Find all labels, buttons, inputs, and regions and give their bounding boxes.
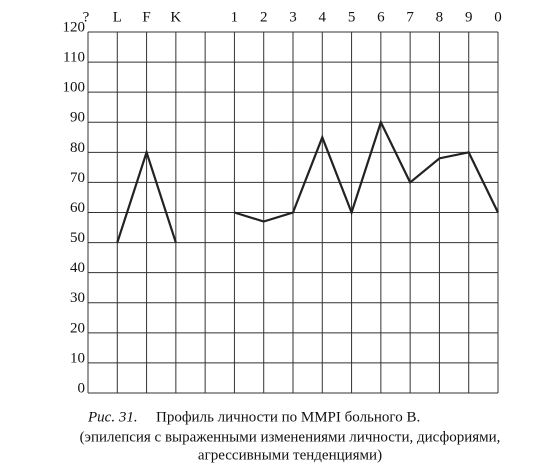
x-tick-label: F [142, 9, 150, 25]
y-tick-label: 90 [70, 110, 85, 126]
x-tick-label: 7 [406, 9, 414, 25]
y-tick-label: 10 [70, 350, 85, 366]
x-tick-label: 4 [319, 9, 327, 25]
chart-subtitle: (эпилепсия с выраженными изменениями лич… [80, 429, 501, 445]
y-tick-label: 30 [70, 290, 85, 306]
y-tick-label: 20 [70, 320, 85, 336]
chart-title: Профиль личности по MMPI больного В. [156, 409, 420, 425]
x-tick-label: 0 [494, 9, 502, 25]
x-tick-label: 9 [465, 9, 473, 25]
x-tick-label: 6 [377, 9, 385, 25]
x-tick-label: 1 [231, 9, 239, 25]
x-tick-label: L [113, 9, 122, 25]
y-tick-label: 60 [70, 200, 85, 216]
x-tick-label: K [170, 9, 181, 25]
x-tick-label: 5 [348, 9, 356, 25]
y-tick-label: 70 [70, 170, 85, 186]
y-tick-label: 50 [70, 230, 85, 246]
y-tick-label: 80 [70, 140, 85, 156]
x-tick-label: 3 [289, 9, 297, 25]
x-tick-label: ? [83, 9, 90, 25]
figure-label: Рис. 31. [87, 409, 138, 425]
y-tick-label: 0 [78, 380, 86, 396]
y-tick-label: 120 [63, 19, 86, 35]
y-tick-label: 110 [63, 50, 85, 66]
x-tick-label: 8 [436, 9, 444, 25]
x-tick-label: 2 [260, 9, 268, 25]
profile-line [116, 119, 499, 243]
chart-subtitle: агрессивными тенденциями) [198, 447, 382, 463]
y-tick-label: 100 [63, 80, 86, 96]
y-tick-label: 40 [70, 260, 85, 276]
